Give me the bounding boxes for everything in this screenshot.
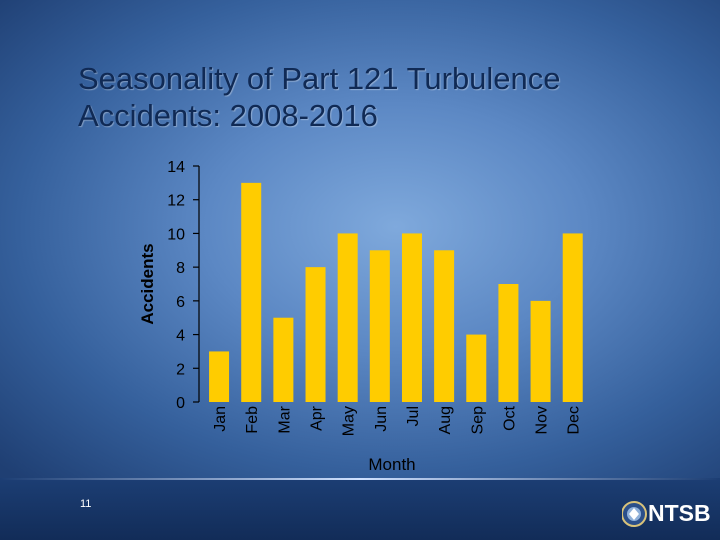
- bar-dec: [562, 233, 583, 402]
- y-tick-label: 12: [167, 193, 185, 210]
- x-tick-label-jul: Jul: [405, 406, 422, 426]
- bar-chart: 0 2 4 6 8 10 12 14 Jan Feb Mar Apr May Jun Jul Aug Sep O…: [138, 159, 583, 474]
- x-tick-label-apr: Apr: [309, 405, 326, 431]
- x-axis-label: Month: [368, 455, 415, 474]
- y-axis-label: Accidents: [138, 243, 157, 324]
- bar-jan: [209, 351, 230, 402]
- ntsb-logo-text: NTSB: [648, 500, 711, 526]
- y-axis-ticks: 0 2 4 6 8 10 12 14: [167, 159, 199, 412]
- x-tick-label-may: May: [341, 406, 358, 436]
- footer-bar: [0, 478, 720, 540]
- x-tick-label-oct: Oct: [501, 405, 518, 430]
- y-tick-label: 0: [176, 395, 185, 412]
- y-tick-label: 6: [176, 294, 185, 311]
- bars: [209, 182, 583, 402]
- ntsb-seal-icon: [622, 501, 647, 527]
- bar-sep: [466, 334, 487, 402]
- bar-oct: [498, 284, 519, 402]
- bar-apr: [305, 267, 326, 402]
- footer-divider: [0, 478, 720, 480]
- y-tick-label: 8: [176, 260, 185, 277]
- y-tick-label: 14: [167, 159, 185, 176]
- x-tick-label-mar: Mar: [276, 405, 293, 433]
- y-tick-label: 2: [176, 361, 185, 378]
- y-tick-label: 4: [176, 328, 185, 345]
- bar-may: [337, 233, 358, 402]
- x-tick-label-aug: Aug: [437, 406, 454, 434]
- x-tick-label-nov: Nov: [534, 406, 551, 434]
- y-tick-label: 10: [167, 226, 185, 243]
- bar-nov: [530, 300, 551, 402]
- bar-jun: [369, 250, 390, 402]
- x-tick-label-feb: Feb: [244, 406, 261, 434]
- bar-aug: [434, 250, 455, 402]
- bar-jul: [401, 233, 422, 402]
- x-axis-tick-labels: Jan Feb Mar Apr May Jun Jul Aug Sep Oct Nov Dec: [212, 405, 583, 436]
- x-tick-label-jan: Jan: [212, 406, 229, 432]
- bar-mar: [273, 317, 294, 402]
- x-tick-label-jun: Jun: [373, 406, 390, 432]
- bar-feb: [241, 182, 262, 402]
- x-tick-label-sep: Sep: [469, 406, 486, 435]
- page-number: 11: [80, 498, 92, 510]
- x-tick-label-dec: Dec: [566, 406, 583, 434]
- slide-title: Seasonality of Part 121 Turbulence Accid…: [78, 61, 561, 133]
